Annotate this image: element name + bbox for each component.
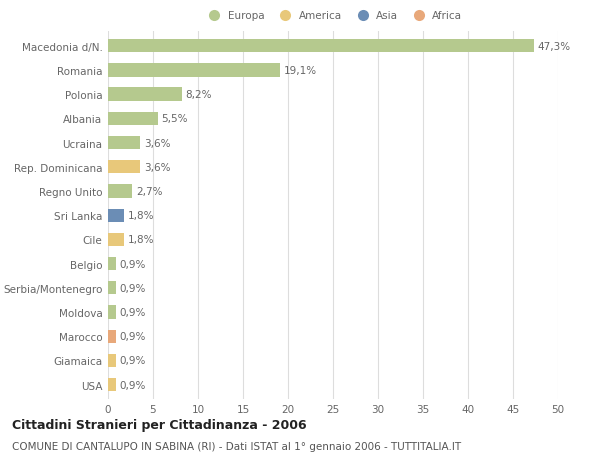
Bar: [108, 40, 534, 53]
Bar: [108, 209, 124, 222]
Text: 0,9%: 0,9%: [120, 283, 146, 293]
Text: 1,8%: 1,8%: [128, 235, 154, 245]
Bar: [108, 64, 280, 78]
Bar: [108, 378, 116, 392]
Text: 0,9%: 0,9%: [120, 331, 146, 341]
Text: 0,9%: 0,9%: [120, 356, 146, 366]
Bar: [108, 354, 116, 367]
Text: 0,9%: 0,9%: [120, 380, 146, 390]
Text: 0,9%: 0,9%: [120, 259, 146, 269]
Bar: [108, 306, 116, 319]
Bar: [108, 88, 182, 101]
Text: 0,9%: 0,9%: [120, 308, 146, 317]
Text: Cittadini Stranieri per Cittadinanza - 2006: Cittadini Stranieri per Cittadinanza - 2…: [12, 418, 307, 431]
Text: 5,5%: 5,5%: [161, 114, 188, 124]
Bar: [108, 137, 140, 150]
Text: 1,8%: 1,8%: [128, 211, 154, 221]
Bar: [108, 185, 133, 198]
Text: 47,3%: 47,3%: [538, 42, 571, 51]
Text: 19,1%: 19,1%: [284, 66, 317, 76]
Text: 3,6%: 3,6%: [144, 138, 170, 148]
Text: COMUNE DI CANTALUPO IN SABINA (RI) - Dati ISTAT al 1° gennaio 2006 - TUTTITALIA.: COMUNE DI CANTALUPO IN SABINA (RI) - Dat…: [12, 441, 461, 451]
Bar: [108, 161, 140, 174]
Bar: [108, 281, 116, 295]
Legend: Europa, America, Asia, Africa: Europa, America, Asia, Africa: [202, 9, 464, 23]
Bar: [108, 257, 116, 271]
Text: 2,7%: 2,7%: [136, 186, 163, 196]
Text: 8,2%: 8,2%: [185, 90, 212, 100]
Bar: [108, 112, 157, 126]
Bar: [108, 330, 116, 343]
Text: 3,6%: 3,6%: [144, 162, 170, 173]
Bar: [108, 233, 124, 246]
